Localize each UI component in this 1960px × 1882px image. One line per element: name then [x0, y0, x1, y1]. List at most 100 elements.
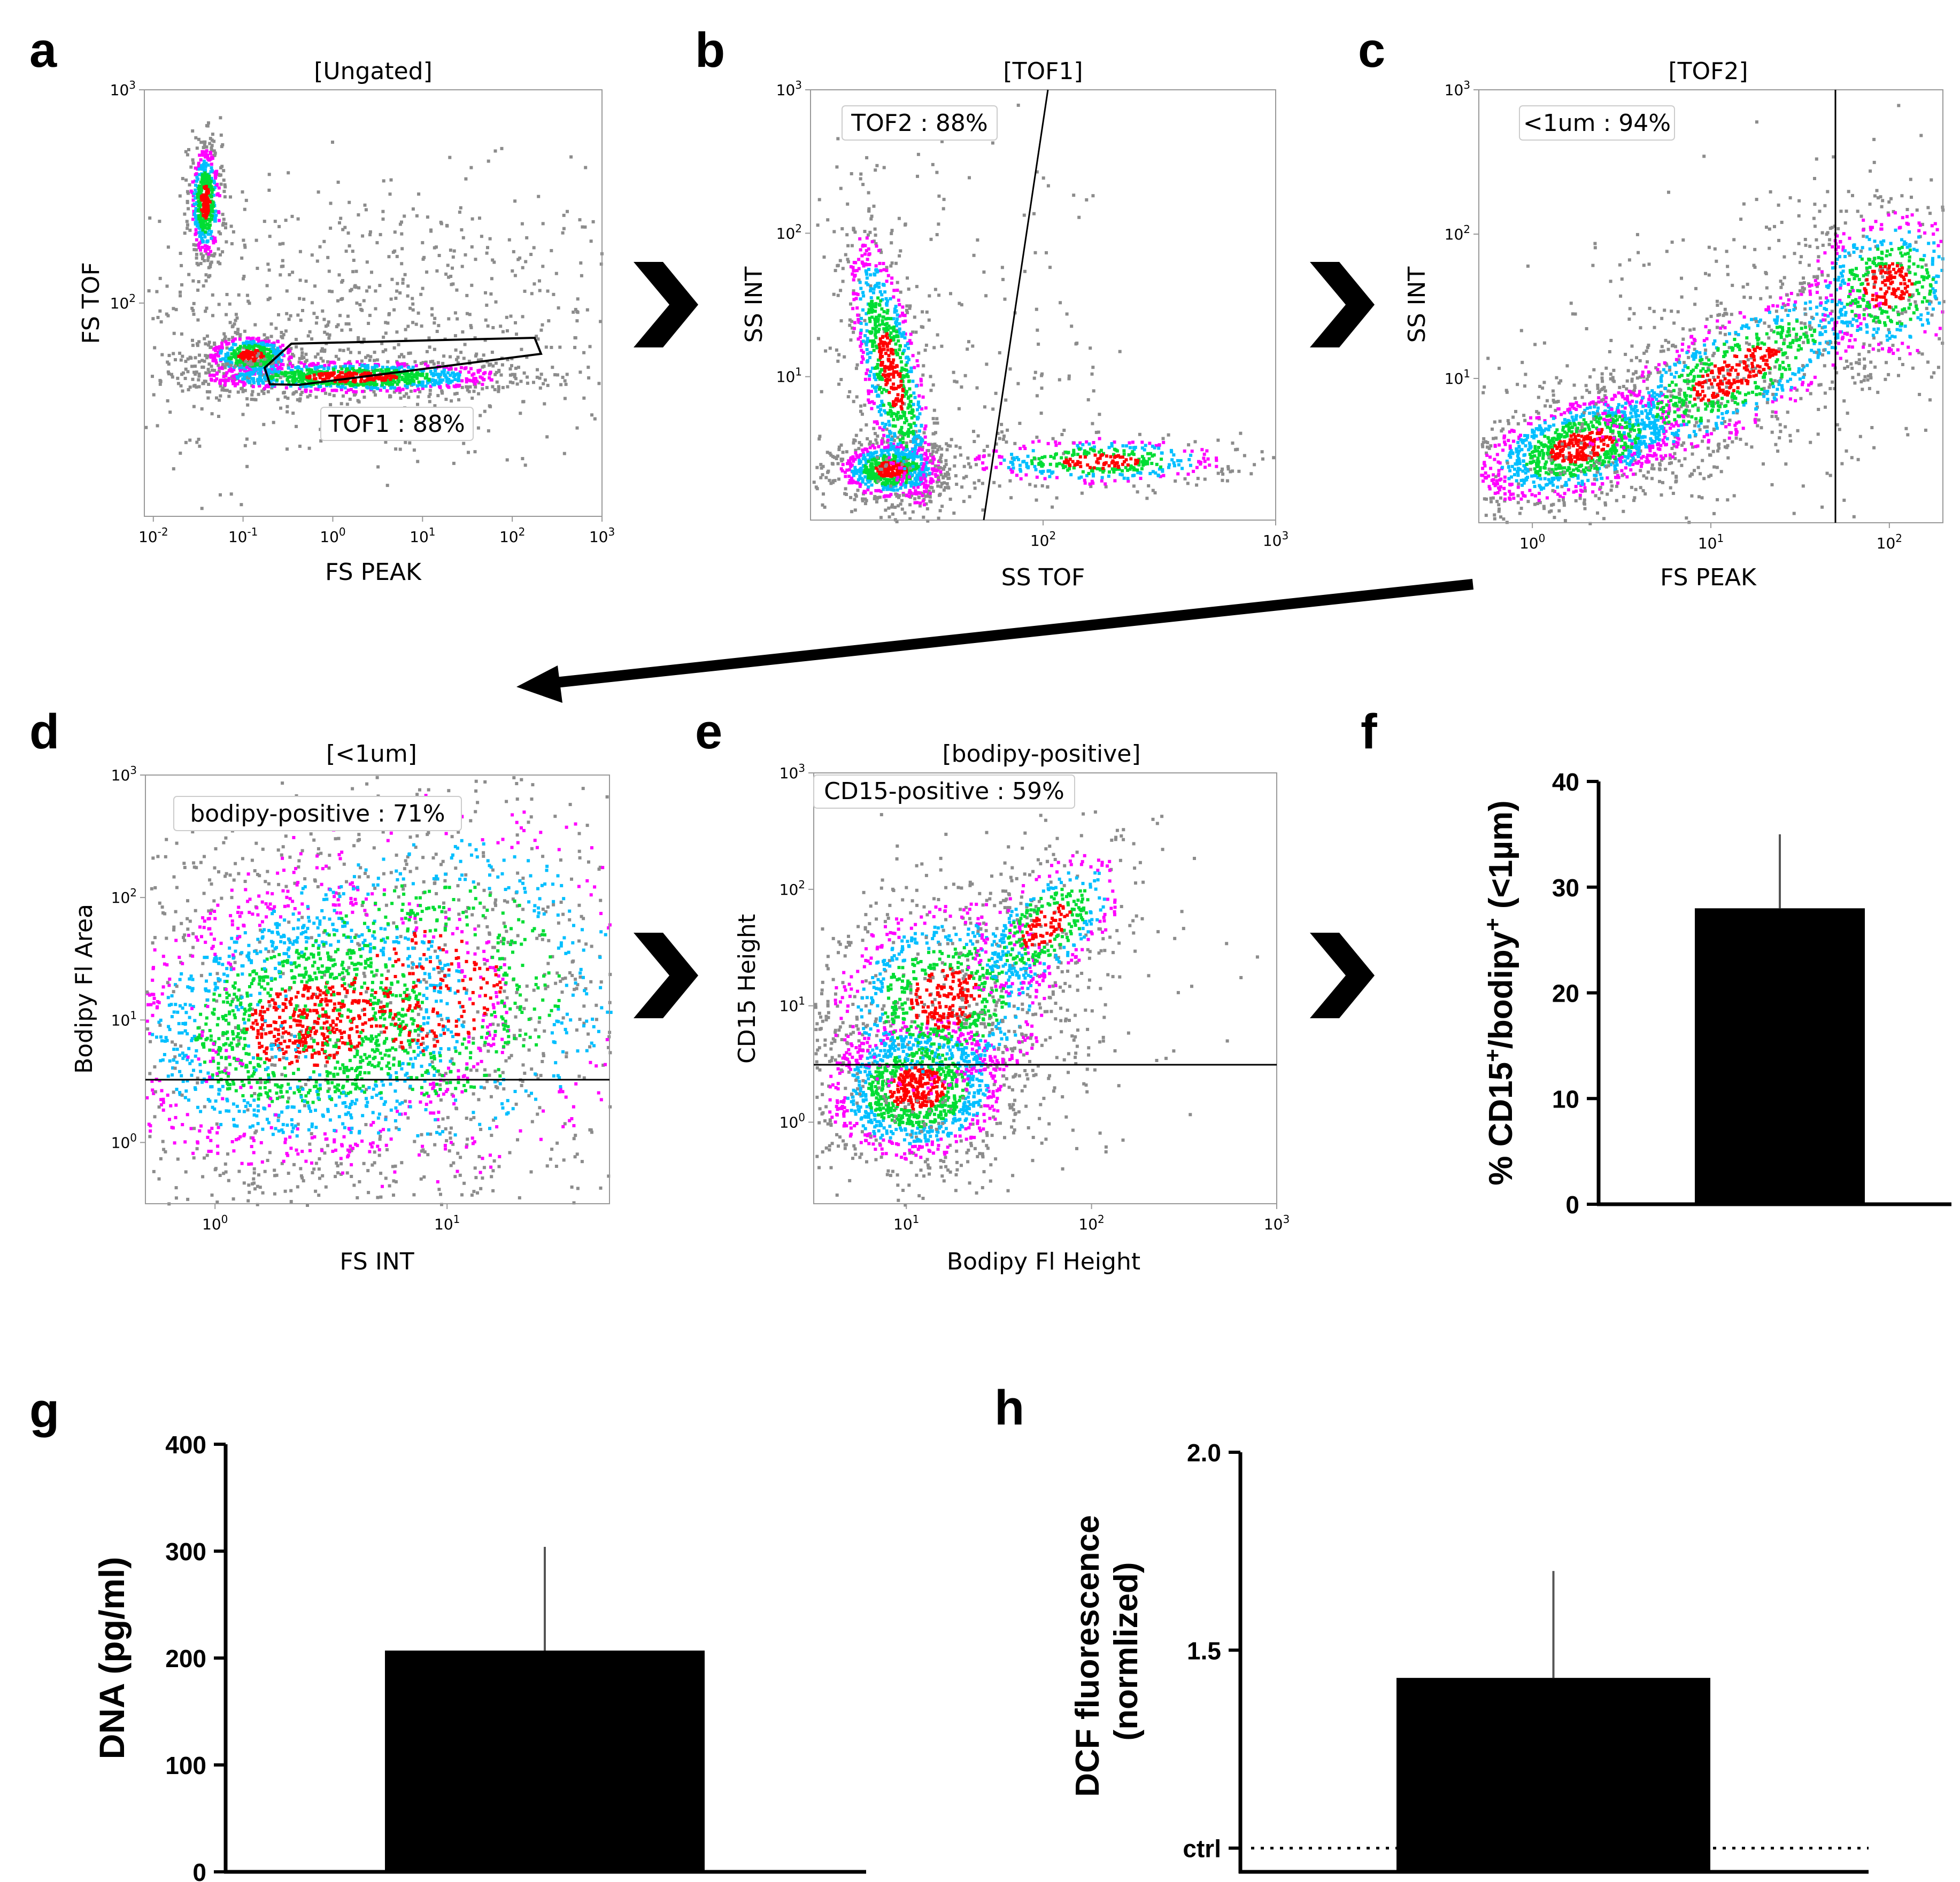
event-dot — [942, 476, 945, 479]
event-dot — [210, 253, 213, 257]
event-dot — [244, 360, 248, 363]
x-tick-exponent: 1 — [429, 525, 436, 538]
event-dot — [885, 311, 889, 315]
event-dot — [1161, 468, 1164, 471]
event-dot — [1010, 461, 1014, 464]
event-dot — [217, 247, 220, 251]
event-dot — [1202, 456, 1206, 460]
event-dot — [174, 358, 177, 361]
event-dot — [879, 478, 883, 482]
event-dot — [344, 391, 348, 394]
event-dot — [859, 286, 863, 290]
event-dot — [890, 437, 893, 441]
event-dot — [981, 482, 984, 485]
event-dot — [923, 435, 927, 439]
event-dot — [972, 253, 976, 257]
event-dot — [910, 473, 914, 477]
panel-label-g: g — [29, 1383, 59, 1438]
event-dot — [1113, 479, 1117, 483]
event-dot — [223, 185, 227, 189]
event-dot — [427, 377, 431, 381]
event-dot — [1253, 463, 1256, 467]
event-dot — [917, 429, 921, 433]
event-dot — [833, 479, 837, 483]
event-dot — [899, 290, 902, 294]
event-dot — [200, 219, 204, 223]
event-dot — [194, 209, 197, 213]
event-dot — [183, 231, 187, 235]
event-dot — [311, 363, 314, 367]
event-dot — [223, 389, 227, 392]
event-dot — [294, 338, 298, 341]
event-dot — [1107, 446, 1111, 450]
event-dot — [524, 260, 528, 264]
event-dot — [179, 358, 183, 362]
event-dot — [209, 137, 212, 141]
event-dot — [382, 179, 385, 183]
event-dot — [898, 348, 901, 352]
event-dot — [212, 374, 216, 377]
event-dot — [853, 458, 857, 461]
event-dot — [1090, 372, 1094, 376]
event-dot — [389, 376, 393, 380]
event-dot — [387, 368, 390, 371]
event-dot — [911, 447, 915, 451]
event-dot — [201, 257, 205, 260]
event-dot — [906, 375, 910, 378]
event-dot — [197, 360, 201, 363]
event-dot — [277, 224, 281, 228]
event-dot — [241, 352, 245, 355]
event-dot — [204, 380, 207, 383]
event-dot — [426, 364, 430, 368]
event-dot — [1041, 469, 1045, 473]
event-dot — [904, 319, 907, 323]
event-dot — [881, 315, 885, 319]
event-dot — [1234, 448, 1238, 452]
event-dot — [886, 450, 890, 454]
event-dot — [248, 353, 252, 357]
event-dot — [221, 223, 225, 227]
event-dot — [861, 351, 865, 354]
event-dot — [992, 481, 996, 484]
event-dot — [878, 370, 882, 374]
event-dot — [284, 386, 288, 390]
event-dot — [1172, 453, 1176, 457]
event-dot — [877, 410, 881, 413]
event-dot — [924, 343, 928, 347]
event-dot — [320, 349, 323, 353]
event-dot — [365, 378, 369, 382]
event-dot — [314, 396, 318, 399]
event-dot — [210, 365, 213, 368]
event-dot — [1128, 467, 1132, 471]
event-dot — [332, 382, 336, 385]
event-dot — [860, 254, 864, 258]
event-dot — [912, 421, 916, 425]
event-dot — [1040, 374, 1044, 377]
event-dot — [200, 366, 204, 369]
event-dot — [351, 372, 354, 375]
event-dot — [322, 367, 326, 370]
event-dot — [245, 340, 249, 344]
event-dot — [1136, 471, 1140, 475]
event-dot — [514, 321, 517, 324]
event-dot — [929, 237, 933, 241]
event-dot — [326, 332, 329, 336]
event-dot — [905, 304, 909, 308]
event-dot — [576, 297, 580, 301]
event-dot — [882, 347, 886, 351]
event-dot — [242, 238, 245, 242]
event-dot — [276, 340, 280, 344]
event-dot — [217, 363, 220, 367]
event-dot — [1045, 251, 1048, 254]
event-dot — [217, 210, 220, 214]
event-dot — [376, 368, 380, 372]
event-dot — [404, 328, 407, 331]
event-dot — [210, 185, 213, 189]
event-dot — [196, 288, 200, 292]
event-dot — [257, 337, 260, 340]
event-dot — [373, 371, 376, 375]
event-dot — [275, 378, 279, 382]
event-dot — [266, 352, 270, 355]
event-dot — [904, 363, 908, 367]
event-dot — [326, 323, 329, 327]
